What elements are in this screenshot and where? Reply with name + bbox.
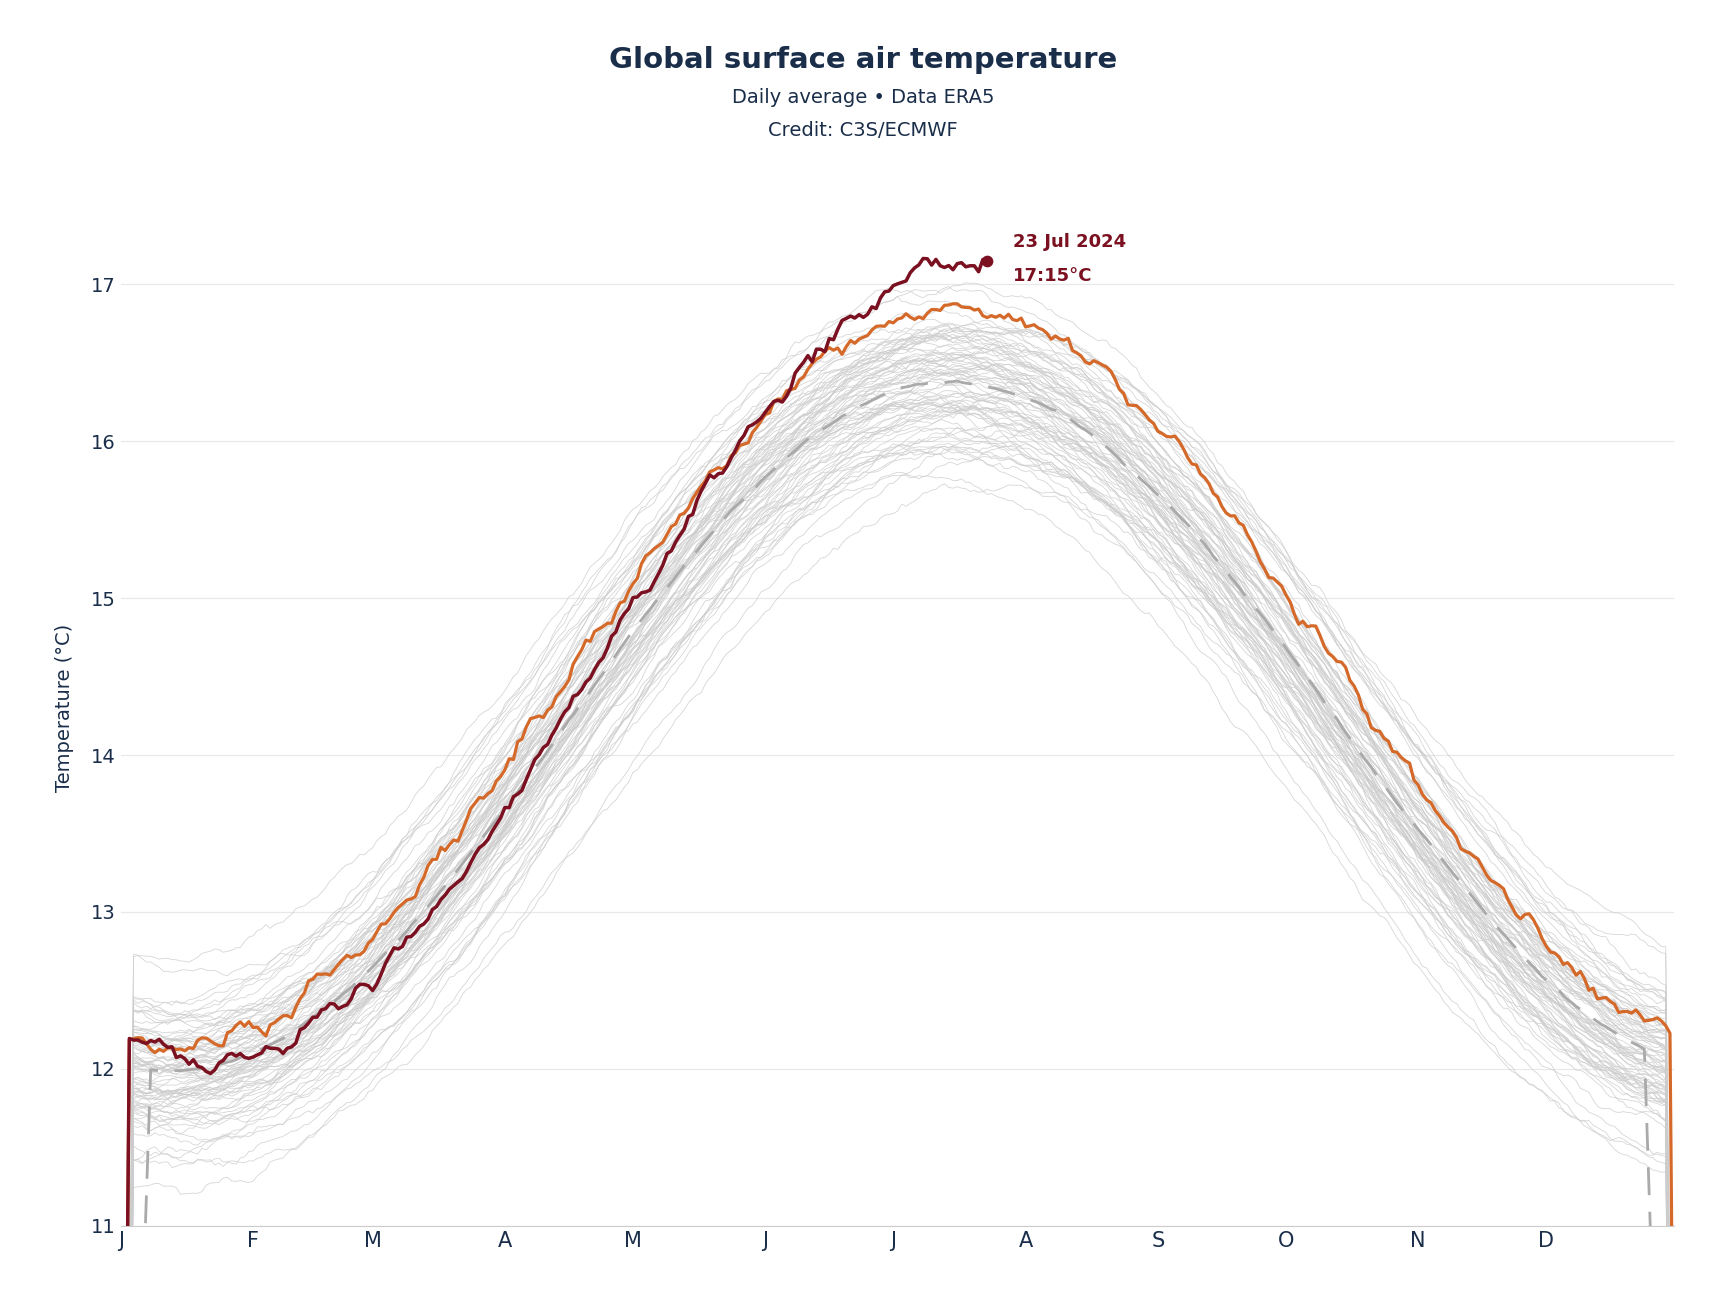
Y-axis label: Temperature (°C): Temperature (°C) [55,624,74,792]
Text: Daily average • Data ERA5: Daily average • Data ERA5 [732,88,994,106]
Legend: 1991-2020 average, 2024, 2023, 1940-2023: 1991-2020 average, 2024, 2023, 1940-2023 [114,0,799,4]
Text: Global surface air temperature: Global surface air temperature [609,46,1117,73]
Text: 23 Jul 2024: 23 Jul 2024 [1013,233,1125,252]
Text: Credit: C3S/ECMWF: Credit: C3S/ECMWF [768,121,958,139]
Point [973,250,1001,271]
Text: 17:15°C: 17:15°C [1013,267,1093,284]
